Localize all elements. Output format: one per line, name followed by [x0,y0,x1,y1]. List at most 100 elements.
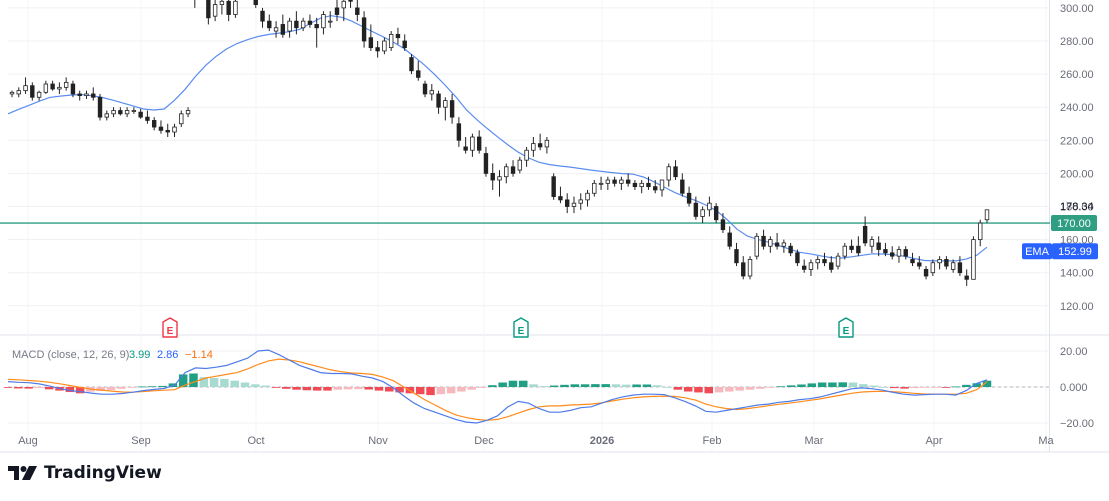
macd-histogram-bar [828,382,837,387]
candle-body [856,245,861,254]
earnings-marker-shape [838,317,854,338]
candle [565,193,570,214]
axis-tags: 178.34 170.00 EMA 152.99 [1022,201,1098,260]
candle [727,226,732,250]
candle-body [917,262,922,267]
candle [273,21,279,38]
candle-body [680,179,685,194]
macd-histogram-bar [694,387,703,393]
macd-histogram-bar [714,387,724,393]
candle-body [923,268,929,277]
macd-histogram-bar [281,387,291,389]
price-tick-label: 200.00 [1060,168,1094,180]
macd-histogram-bar [931,387,940,388]
candle [70,80,76,98]
time-tick-label: Feb [703,435,722,447]
macd-histogram-bar [879,387,889,388]
horizontal-line-tag-label: 170.00 [1057,218,1091,230]
candle [531,136,536,157]
macd-histogram-bar [529,384,538,387]
macd-legend-value: 3.99 [129,349,150,361]
candle-body [537,143,543,148]
candle-body [734,249,739,264]
candle [585,189,590,207]
candle-body [565,199,570,207]
macd-histogram-bar [786,385,796,387]
candle [815,256,820,270]
time-axis: Aug Sep Oct Nov Dec 2026 Feb Mar Apr Ma [18,435,1054,447]
candle [856,236,861,257]
candle-body [700,209,705,217]
candle [43,80,49,94]
ema-series [7,15,988,262]
macd-histogram-bar [488,385,497,387]
candle-body [558,196,563,201]
candle-body [50,83,55,90]
macd-line [7,349,988,424]
time-tick-label: Aug [18,435,38,447]
candle-body [300,20,306,29]
macd-histogram-bar [137,386,147,388]
candle-body [578,199,583,204]
candle-body [639,182,644,188]
macd-histogram-bar [333,387,343,390]
macd-histogram-bar [117,387,126,389]
candle-body [280,24,286,35]
candle [328,11,333,28]
candle [395,27,401,45]
price-chart[interactable]: 360.00340.00320.00300.00280.00260.00240.… [0,0,1109,460]
candle [680,173,685,197]
candle [341,0,346,22]
earnings-marker[interactable]: E [162,317,178,338]
candle [510,160,516,177]
candle [707,196,712,217]
candle [571,196,577,214]
macd-histogram-bar [251,384,260,387]
macd-histogram-bar [560,384,569,387]
macd-histogram-bar [900,387,909,389]
candle-body [30,85,35,98]
candle-body [91,93,96,98]
candle-body [382,40,387,52]
candle-body [124,110,130,115]
macd-histogram-bar [302,387,312,391]
macd-histogram-bar [14,387,23,389]
earnings-marker-label: E [843,326,850,337]
candle-body [585,192,590,201]
candle-body [978,222,983,241]
price-tick-label: 300.00 [1060,3,1094,15]
candle [456,117,462,147]
candle-body [470,136,475,151]
tradingview-logo[interactable]: TradingView [8,463,162,483]
earnings-marker[interactable]: E [838,317,854,338]
candle-body [598,182,604,185]
earnings-marker[interactable]: E [513,317,529,338]
candle [253,0,258,8]
candle-body [233,0,238,15]
macd-axis: 20.00 0.000 −20.00 [1060,346,1094,430]
candle [842,242,848,260]
candle-body [77,93,82,97]
candle [118,107,123,116]
macd-histogram-bar [354,387,363,390]
candle-body [314,24,319,29]
candle [490,163,495,190]
candle-body [436,93,441,108]
time-tick-label: Dec [474,435,494,447]
time-tick-label: Nov [368,435,388,447]
candle-body [835,255,841,267]
tradingview-logo-icon [8,466,37,480]
candle-body [463,146,468,151]
macd-histogram-bar [652,385,662,387]
macd-histogram-bar [44,387,54,390]
time-tick-label: Apr [925,435,942,447]
macd-histogram-bar [962,384,971,387]
macd-histogram-bar [374,387,384,391]
candle-body [524,149,529,161]
candle-body [944,259,949,267]
candle-body [571,202,577,207]
candle-body [612,179,617,184]
candle [747,256,753,280]
candle-body [659,179,665,191]
